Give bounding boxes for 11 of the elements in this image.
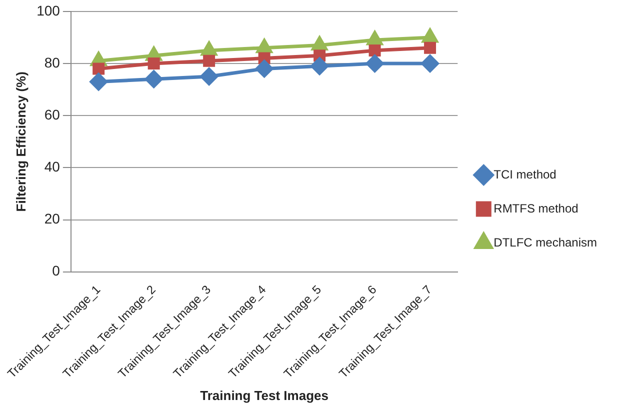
y-tick-label: 20 bbox=[44, 210, 60, 227]
y-tick-label: 100 bbox=[36, 2, 60, 18]
y-tick-label: 40 bbox=[44, 158, 60, 175]
legend-label: RMTFS method bbox=[494, 201, 578, 216]
legend-label: TCI method bbox=[494, 167, 556, 182]
y-tick-label: 60 bbox=[44, 106, 60, 122]
x-axis-title: Training Test Images bbox=[200, 388, 328, 403]
y-tick-label: 0 bbox=[52, 262, 60, 279]
y-axis-title: Filtering Efficiency (%) bbox=[13, 72, 28, 212]
y-tick-label: 80 bbox=[44, 54, 60, 70]
legend-label: DTLFC mechanism bbox=[494, 235, 598, 250]
